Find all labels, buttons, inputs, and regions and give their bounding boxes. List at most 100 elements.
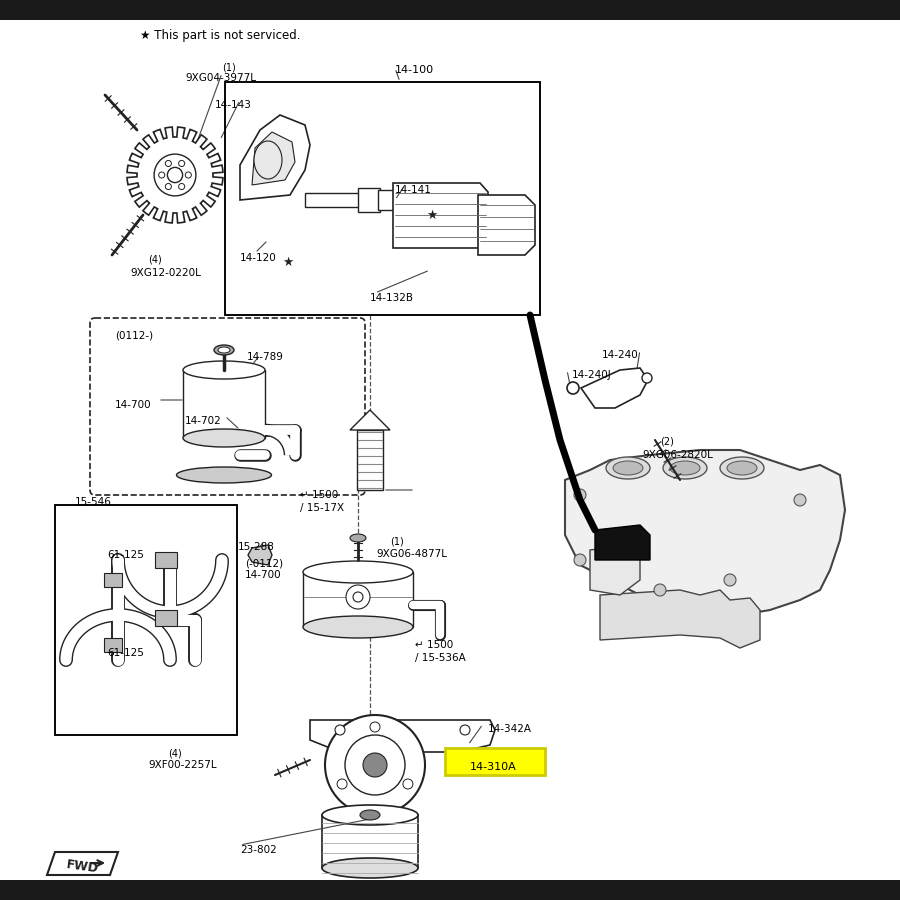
Circle shape: [642, 373, 652, 383]
Bar: [55, 505, 237, 735]
Circle shape: [363, 753, 387, 777]
Bar: [225, 82, 540, 315]
Text: 14-100: 14-100: [395, 65, 434, 75]
Text: (1): (1): [222, 62, 236, 72]
Text: 9XG06-4877L: 9XG06-4877L: [376, 549, 447, 559]
Polygon shape: [595, 525, 650, 560]
Polygon shape: [590, 545, 640, 595]
Circle shape: [166, 160, 171, 166]
Ellipse shape: [303, 616, 413, 638]
Bar: [445, 748, 545, 775]
Bar: [55, 505, 237, 735]
Text: 61-125: 61-125: [107, 648, 144, 658]
Ellipse shape: [727, 461, 757, 475]
Text: (0112-): (0112-): [115, 330, 153, 340]
Polygon shape: [310, 720, 495, 752]
Circle shape: [158, 172, 165, 178]
Ellipse shape: [322, 805, 418, 825]
Bar: [155, 552, 177, 568]
Text: 9XF00-2257L: 9XF00-2257L: [148, 760, 217, 770]
Circle shape: [460, 725, 470, 735]
FancyBboxPatch shape: [90, 318, 365, 495]
Circle shape: [403, 779, 413, 789]
Ellipse shape: [176, 467, 272, 483]
Circle shape: [567, 382, 579, 394]
Polygon shape: [350, 410, 390, 430]
Text: 14-120: 14-120: [240, 253, 277, 263]
Text: 14-342A: 14-342A: [488, 724, 532, 734]
Circle shape: [370, 722, 380, 732]
Circle shape: [574, 554, 586, 566]
Bar: [322, 815, 418, 868]
Circle shape: [335, 725, 345, 735]
Polygon shape: [357, 430, 383, 490]
Text: 15-546: 15-546: [75, 497, 112, 507]
Ellipse shape: [214, 345, 234, 355]
Ellipse shape: [720, 457, 764, 479]
Circle shape: [178, 184, 184, 190]
Bar: [155, 610, 177, 626]
Polygon shape: [248, 545, 272, 565]
Circle shape: [724, 574, 736, 586]
Circle shape: [338, 779, 347, 789]
Text: 9XG04-3977L: 9XG04-3977L: [185, 73, 256, 83]
Circle shape: [167, 167, 183, 183]
Ellipse shape: [254, 141, 282, 179]
Ellipse shape: [360, 810, 380, 820]
Polygon shape: [565, 450, 845, 615]
Bar: [225, 82, 540, 315]
Bar: [0, 880, 900, 900]
Text: (2): (2): [660, 437, 674, 447]
Text: ★ This part is not serviced.: ★ This part is not serviced.: [140, 29, 301, 41]
Bar: [358, 188, 380, 212]
Circle shape: [574, 489, 586, 501]
Ellipse shape: [670, 461, 700, 475]
Polygon shape: [240, 115, 310, 200]
Text: ★: ★: [427, 209, 437, 221]
Polygon shape: [252, 132, 295, 185]
Ellipse shape: [663, 457, 707, 479]
Ellipse shape: [606, 457, 650, 479]
Text: 14-132B: 14-132B: [370, 293, 414, 303]
Text: 9XG06-2820L: 9XG06-2820L: [642, 450, 713, 460]
Text: 14-700: 14-700: [115, 400, 151, 410]
Text: / 15-17X: / 15-17X: [300, 503, 344, 513]
Circle shape: [185, 172, 192, 178]
Text: 14-789: 14-789: [247, 352, 284, 362]
Ellipse shape: [183, 361, 265, 379]
Text: 14-700: 14-700: [245, 570, 282, 580]
Polygon shape: [478, 195, 535, 255]
Bar: [104, 638, 122, 652]
Text: 14-141: 14-141: [395, 185, 432, 195]
Text: 14-310A: 14-310A: [470, 762, 517, 772]
Ellipse shape: [183, 429, 265, 447]
Ellipse shape: [303, 561, 413, 583]
Circle shape: [654, 584, 666, 596]
Ellipse shape: [322, 858, 418, 878]
Ellipse shape: [613, 461, 643, 475]
Bar: [104, 573, 122, 587]
Polygon shape: [127, 127, 223, 223]
Text: FWD: FWD: [65, 858, 99, 876]
Bar: [0, 0, 900, 20]
Circle shape: [178, 160, 184, 166]
Text: (4): (4): [168, 748, 182, 758]
Text: 15-288: 15-288: [238, 542, 274, 552]
Polygon shape: [581, 368, 648, 408]
Bar: [183, 370, 265, 438]
Text: 9XG12-0220L: 9XG12-0220L: [130, 268, 201, 278]
Circle shape: [345, 735, 405, 795]
Text: 14-240J: 14-240J: [572, 370, 612, 380]
Circle shape: [794, 494, 806, 506]
Polygon shape: [600, 590, 760, 648]
Circle shape: [325, 715, 425, 815]
Text: 14-240: 14-240: [602, 350, 639, 360]
Text: / 15-536A: / 15-536A: [415, 653, 466, 663]
Ellipse shape: [350, 534, 366, 542]
Circle shape: [166, 184, 171, 190]
Text: ↵ 1500: ↵ 1500: [415, 640, 454, 650]
Text: (4): (4): [148, 255, 162, 265]
Text: 14-702: 14-702: [185, 416, 221, 426]
Bar: [305, 193, 360, 207]
Text: (-0112): (-0112): [245, 558, 284, 568]
